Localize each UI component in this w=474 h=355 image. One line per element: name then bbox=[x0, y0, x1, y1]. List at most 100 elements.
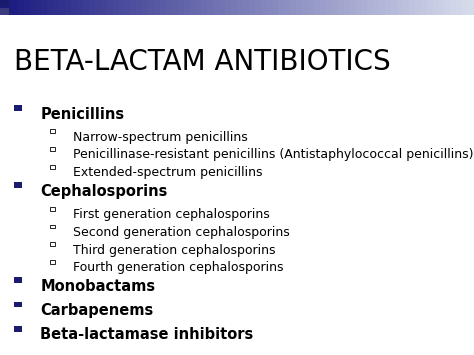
Bar bbox=[154, 0, 161, 15]
Bar bbox=[385, 0, 392, 15]
Bar bbox=[178, 0, 185, 15]
Bar bbox=[0, 0, 9, 7]
Bar bbox=[83, 0, 90, 15]
Bar bbox=[59, 0, 66, 15]
Bar bbox=[130, 0, 137, 15]
Bar bbox=[379, 0, 386, 15]
Bar bbox=[77, 0, 84, 15]
Bar bbox=[427, 0, 433, 15]
Text: Penicillins: Penicillins bbox=[40, 106, 124, 121]
Bar bbox=[420, 0, 428, 15]
Bar bbox=[332, 0, 338, 15]
Bar bbox=[50, 147, 55, 151]
Bar bbox=[456, 0, 463, 15]
Bar bbox=[409, 0, 416, 15]
Bar bbox=[190, 0, 197, 15]
Bar bbox=[302, 0, 309, 15]
Bar bbox=[273, 0, 279, 15]
Bar bbox=[107, 0, 114, 15]
Bar bbox=[6, 0, 13, 15]
Bar bbox=[243, 0, 250, 15]
Bar bbox=[18, 0, 25, 15]
Text: Monobactams: Monobactams bbox=[40, 279, 155, 294]
Bar bbox=[112, 0, 119, 15]
Bar bbox=[361, 0, 368, 15]
Bar bbox=[0, 0, 7, 15]
Bar bbox=[403, 0, 410, 15]
Text: Cephalosporins: Cephalosporins bbox=[40, 184, 168, 199]
Text: BETA-LACTAM ANTIBIOTICS: BETA-LACTAM ANTIBIOTICS bbox=[14, 48, 391, 76]
Text: Second generation cephalosporins: Second generation cephalosporins bbox=[73, 226, 290, 239]
Bar bbox=[14, 302, 22, 307]
Bar bbox=[95, 0, 102, 15]
Bar bbox=[207, 0, 214, 15]
Bar bbox=[14, 326, 22, 332]
Bar bbox=[50, 260, 55, 264]
Bar bbox=[14, 105, 22, 111]
Bar bbox=[249, 0, 256, 15]
Bar bbox=[266, 0, 273, 15]
Bar bbox=[397, 0, 404, 15]
Bar bbox=[279, 0, 285, 15]
Bar bbox=[231, 0, 238, 15]
Text: Narrow-spectrum penicillins: Narrow-spectrum penicillins bbox=[73, 131, 248, 144]
Bar bbox=[36, 0, 42, 15]
Text: Carbapenems: Carbapenems bbox=[40, 303, 154, 318]
Bar bbox=[14, 278, 22, 283]
Bar bbox=[261, 0, 267, 15]
Bar bbox=[290, 0, 297, 15]
Bar bbox=[160, 0, 167, 15]
Bar bbox=[284, 0, 291, 15]
Bar bbox=[367, 0, 374, 15]
Bar bbox=[124, 0, 131, 15]
Bar bbox=[29, 0, 36, 15]
Bar bbox=[444, 0, 451, 15]
Bar bbox=[468, 0, 474, 15]
Bar bbox=[450, 0, 457, 15]
Bar bbox=[89, 0, 96, 15]
Bar bbox=[350, 0, 356, 15]
Bar bbox=[53, 0, 60, 15]
Bar bbox=[50, 242, 55, 246]
Bar bbox=[148, 0, 155, 15]
Bar bbox=[136, 0, 143, 15]
Bar bbox=[14, 182, 22, 188]
Bar bbox=[432, 0, 439, 15]
Bar bbox=[438, 0, 446, 15]
Text: Fourth generation cephalosporins: Fourth generation cephalosporins bbox=[73, 261, 284, 274]
Bar bbox=[308, 0, 315, 15]
Bar bbox=[65, 0, 72, 15]
Bar bbox=[50, 165, 55, 169]
Text: Beta-lactamase inhibitors: Beta-lactamase inhibitors bbox=[40, 327, 254, 342]
Bar bbox=[172, 0, 179, 15]
Text: First generation cephalosporins: First generation cephalosporins bbox=[73, 208, 270, 221]
Bar bbox=[71, 0, 78, 15]
Bar bbox=[391, 0, 398, 15]
Bar bbox=[462, 0, 469, 15]
Bar bbox=[50, 207, 55, 211]
Bar bbox=[296, 0, 303, 15]
Bar bbox=[326, 0, 333, 15]
Bar bbox=[344, 0, 350, 15]
Bar bbox=[0, 8, 9, 15]
Bar bbox=[41, 0, 48, 15]
Bar bbox=[24, 0, 30, 15]
Bar bbox=[201, 0, 209, 15]
Bar bbox=[373, 0, 380, 15]
Bar bbox=[255, 0, 262, 15]
Text: Penicillinase-resistant penicillins (Antistaphylococcal penicillins): Penicillinase-resistant penicillins (Ant… bbox=[73, 148, 474, 162]
Bar bbox=[219, 0, 226, 15]
Bar bbox=[12, 0, 18, 15]
Bar bbox=[50, 225, 55, 228]
Bar bbox=[356, 0, 362, 15]
Bar bbox=[100, 0, 108, 15]
Bar bbox=[184, 0, 191, 15]
Text: Extended-spectrum penicillins: Extended-spectrum penicillins bbox=[73, 166, 263, 179]
Bar bbox=[337, 0, 345, 15]
Bar bbox=[237, 0, 244, 15]
Bar bbox=[166, 0, 173, 15]
Bar bbox=[47, 0, 54, 15]
Bar bbox=[118, 0, 125, 15]
Bar bbox=[314, 0, 321, 15]
Bar bbox=[415, 0, 422, 15]
